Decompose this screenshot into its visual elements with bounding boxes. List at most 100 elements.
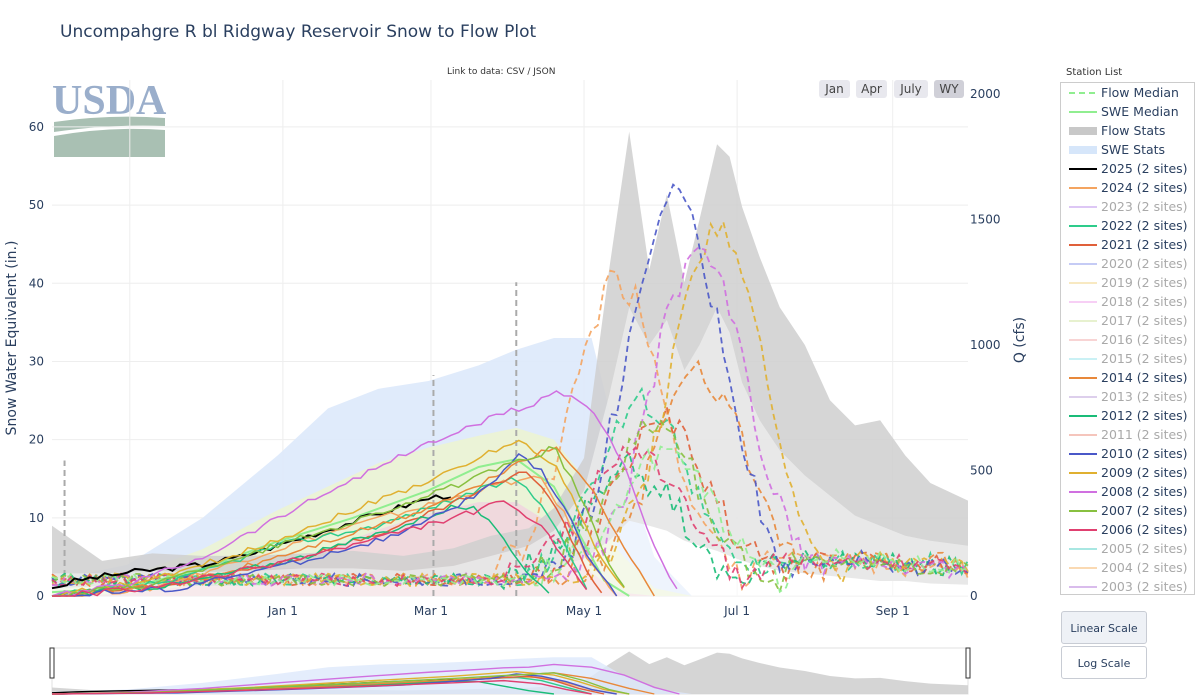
legend-item[interactable]: 2003 (2 sites) [1061, 577, 1194, 594]
legend-item[interactable]: 2012 (2 sites) [1061, 406, 1194, 425]
legend-label: 2023 (2 sites) [1101, 199, 1188, 214]
y2-axis-title: Q (cfs) [1012, 317, 1028, 363]
swe-series-line [52, 500, 588, 597]
range-slider-left-handle[interactable] [49, 647, 55, 679]
y-tick-label: 40 [29, 276, 44, 290]
legend-label: 2006 (2 sites) [1101, 522, 1188, 537]
legend-item[interactable]: 2009 (2 sites) [1061, 463, 1194, 482]
flow-series-line [51, 451, 969, 591]
legend-item[interactable]: 2010 (2 sites) [1061, 444, 1194, 463]
legend-swatch [1069, 434, 1097, 436]
legend-item[interactable]: SWE Median [1061, 102, 1194, 121]
legend-swatch [1069, 206, 1097, 208]
legend-item[interactable]: 2014 (2 sites) [1061, 368, 1194, 387]
legend-swatch [1069, 377, 1097, 379]
legend-item[interactable]: Flow Median [1061, 83, 1194, 102]
swe-series-line [51, 494, 452, 590]
y-tick-label: 50 [29, 198, 44, 212]
swe-series-line [51, 390, 678, 597]
legend-swatch [1069, 358, 1097, 360]
range-slider[interactable] [49, 647, 971, 695]
legend-item[interactable]: 2004 (2 sites) [1061, 558, 1194, 577]
range-slider-flow-band [52, 651, 968, 694]
legend-label: 2008 (2 sites) [1101, 484, 1188, 499]
legend-item[interactable]: 2024 (2 sites) [1061, 178, 1194, 197]
legend-item[interactable]: 2011 (2 sites) [1061, 425, 1194, 444]
legend-item[interactable]: Flow Stats [1061, 121, 1194, 140]
legend-swatch [1069, 415, 1097, 417]
range-button-jan[interactable]: Jan [819, 80, 850, 98]
y2-tick-label: 1000 [970, 338, 1001, 352]
legend-item[interactable]: 2021 (2 sites) [1061, 235, 1194, 254]
legend-item[interactable]: 2019 (2 sites) [1061, 273, 1194, 292]
range-button-wy[interactable]: WY [934, 80, 964, 98]
y-tick-label: 20 [29, 433, 44, 447]
usda-logo-field [54, 116, 165, 132]
legend-swatch [1069, 168, 1097, 170]
range-button-apr[interactable]: Apr [856, 80, 887, 98]
legend-swatch [1069, 301, 1097, 303]
legend-item[interactable]: 2018 (2 sites) [1061, 292, 1194, 311]
legend-swatch [1069, 225, 1097, 227]
legend-swatch [1069, 244, 1097, 246]
legend-label: SWE Median [1101, 104, 1179, 119]
legend-swatch [1069, 92, 1097, 94]
legend-label: 2005 (2 sites) [1101, 541, 1188, 556]
legend-label: 2013 (2 sites) [1101, 389, 1188, 404]
snow-to-flow-chart[interactable]: USDA 0 10 20 30 40 50 60 0 500 1000 1500 2000 Nov 1 J… [0, 0, 1060, 700]
range-button-july[interactable]: July [894, 80, 928, 98]
range-slider-swe-line [51, 663, 680, 695]
legend-swatch-mark [1069, 146, 1097, 154]
legend-swatch [1069, 586, 1097, 588]
legend-label: 2020 (2 sites) [1101, 256, 1188, 271]
x-tick-label: May 1 [566, 604, 602, 618]
usda-logo-field [54, 128, 165, 157]
legend-item[interactable]: 2015 (2 sites) [1061, 349, 1194, 368]
legend-item[interactable]: 2005 (2 sites) [1061, 539, 1194, 558]
legend-item[interactable]: 2022 (2 sites) [1061, 216, 1194, 235]
legend-swatch [1069, 472, 1097, 474]
legend-swatch [1069, 111, 1097, 113]
legend-item[interactable]: SWE Stats [1061, 140, 1194, 159]
legend-swatch [1069, 187, 1097, 189]
y-tick-label: 30 [29, 354, 44, 368]
legend-item[interactable]: 2016 (2 sites) [1061, 330, 1194, 349]
legend-label: 2021 (2 sites) [1101, 237, 1188, 252]
legend-label: 2011 (2 sites) [1101, 427, 1188, 442]
legend-item[interactable]: 2023 (2 sites) [1061, 197, 1194, 216]
legend-swatch [1069, 529, 1097, 531]
y-tick-label: 10 [29, 511, 44, 525]
y2-tick-label: 2000 [970, 87, 1001, 101]
legend: Flow Median SWE Median Flow Stats SWE Stats… [1060, 82, 1195, 595]
legend-item[interactable]: 2025 (2 sites) [1061, 159, 1194, 178]
y-axis-title: Snow Water Equivalent (in.) [4, 241, 20, 436]
x-tick-label: Jul 1 [723, 604, 750, 618]
legend-label: Flow Median [1101, 85, 1179, 100]
y-tick-label: 60 [29, 120, 44, 134]
legend-swatch [1069, 453, 1097, 455]
flow-series-line [51, 445, 969, 594]
legend-item[interactable]: 2008 (2 sites) [1061, 482, 1194, 501]
legend-item[interactable]: 2020 (2 sites) [1061, 254, 1194, 273]
log-scale-button[interactable]: Log Scale [1061, 646, 1147, 679]
x-tick-label: Mar 1 [414, 604, 448, 618]
legend-label: 2018 (2 sites) [1101, 294, 1188, 309]
legend-label: 2022 (2 sites) [1101, 218, 1188, 233]
range-slider-swe-line [51, 672, 630, 695]
data-link[interactable]: Link to data: CSV / JSON [447, 67, 556, 77]
legend-swatch [1069, 282, 1097, 284]
linear-scale-button[interactable]: Linear Scale [1061, 611, 1147, 644]
legend-swatch-mark [1069, 127, 1097, 135]
range-slider-right-handle[interactable] [965, 647, 971, 679]
legend-swatch [1069, 339, 1097, 341]
x-tick-label: Nov 1 [112, 604, 147, 618]
legend-swatch [1069, 567, 1097, 569]
legend-item[interactable]: 2006 (2 sites) [1061, 520, 1194, 539]
legend-label: 2025 (2 sites) [1101, 161, 1188, 176]
legend-item[interactable]: 2013 (2 sites) [1061, 387, 1194, 406]
legend-label: 2024 (2 sites) [1101, 180, 1188, 195]
legend-item[interactable]: 2007 (2 sites) [1061, 501, 1194, 520]
legend-swatch [1069, 320, 1097, 322]
legend-item[interactable]: 2017 (2 sites) [1061, 311, 1194, 330]
legend-label: 2010 (2 sites) [1101, 446, 1188, 461]
